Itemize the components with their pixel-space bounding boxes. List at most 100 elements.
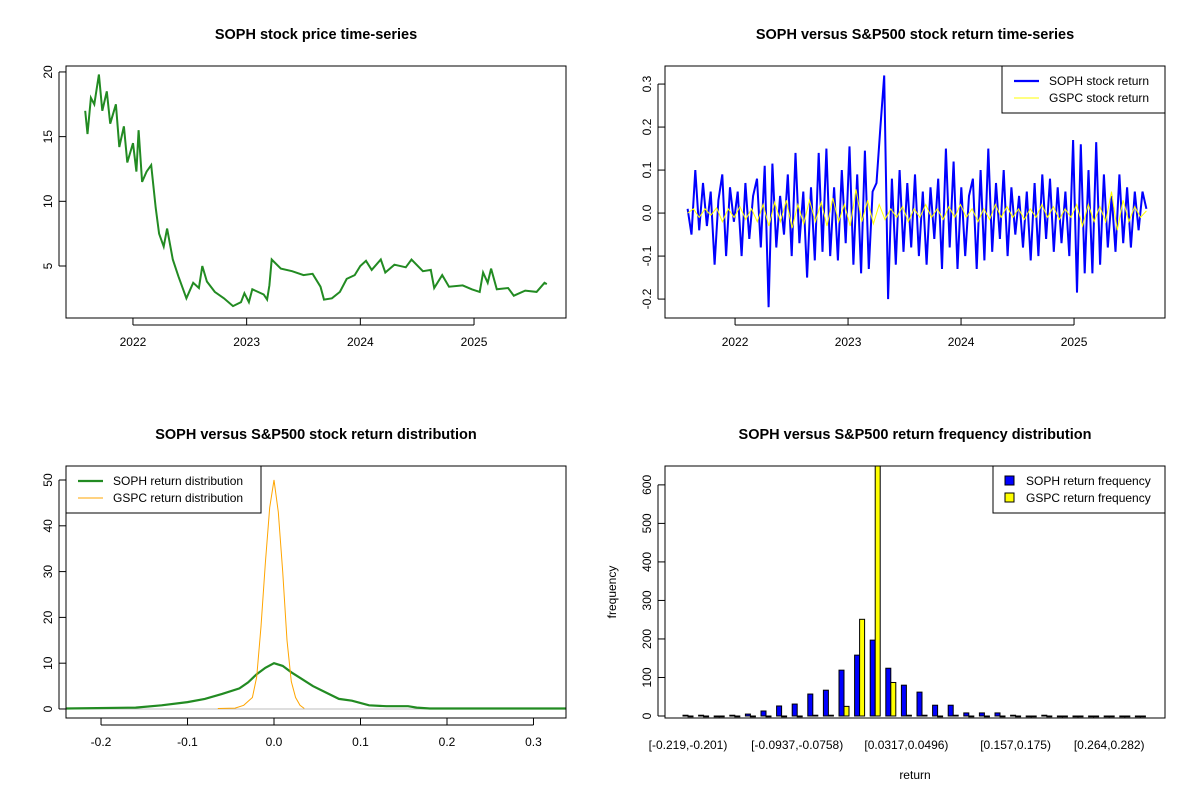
gspc-bar bbox=[968, 715, 975, 718]
x-tick-label: 0.0 bbox=[266, 735, 283, 749]
x-tick-label: [0.264,0.282) bbox=[1074, 738, 1145, 752]
gspc-bar bbox=[718, 715, 725, 718]
x-tick-label: 2023 bbox=[233, 335, 260, 349]
gspc-bar bbox=[765, 715, 772, 718]
chart-title: SOPH versus S&P500 return frequency dist… bbox=[739, 427, 1092, 443]
y-tick-label: 20 bbox=[41, 65, 55, 79]
y-tick-label: 600 bbox=[640, 475, 654, 495]
soph-bar bbox=[994, 712, 1001, 717]
gspc-bar bbox=[952, 714, 959, 717]
gspc-bar bbox=[1093, 715, 1100, 718]
soph-bar bbox=[713, 715, 720, 718]
soph-bar bbox=[791, 703, 798, 717]
legend-box bbox=[992, 465, 1166, 514]
x-tick-label: 0.1 bbox=[352, 735, 369, 749]
soph-bar bbox=[1025, 715, 1032, 718]
soph-bar bbox=[854, 654, 861, 717]
soph-return-line bbox=[686, 75, 1148, 308]
gspc-bar bbox=[827, 714, 834, 717]
y-tick-label: 400 bbox=[640, 552, 654, 572]
y-tick-label: 30 bbox=[41, 565, 55, 579]
soph-bar bbox=[776, 705, 783, 717]
gspc-bar bbox=[812, 714, 819, 717]
soph-bar bbox=[760, 710, 767, 717]
chart-title: SOPH stock price time-series bbox=[215, 27, 417, 43]
soph-bar bbox=[822, 689, 829, 717]
soph-bar bbox=[963, 712, 970, 717]
x-tick-label: 2022 bbox=[722, 335, 749, 349]
legend-box bbox=[1001, 65, 1166, 114]
panel-3: SOPH versus S&P500 stock return distribu… bbox=[41, 427, 567, 749]
soph-bar bbox=[838, 669, 845, 717]
gspc-bar bbox=[905, 714, 912, 717]
soph-bar bbox=[1041, 714, 1048, 717]
gspc-bar bbox=[1046, 715, 1053, 718]
plot-frame bbox=[664, 465, 1166, 719]
legend-label: GSPC stock return bbox=[1049, 91, 1149, 105]
gspc-bar bbox=[1108, 715, 1115, 718]
legend: SOPH return frequency GSPC return frequen… bbox=[992, 465, 1166, 514]
gspc-bar bbox=[1015, 715, 1022, 718]
soph-bar bbox=[1119, 715, 1126, 718]
x-tick-label: 2024 bbox=[948, 335, 975, 349]
panel-1: SOPH stock price time-series 5 10 15 20 2022 2… bbox=[41, 27, 567, 349]
x-tick-label: 2024 bbox=[347, 335, 374, 349]
soph-bar bbox=[1103, 715, 1110, 718]
soph-bar bbox=[932, 704, 939, 717]
legend-label: SOPH return distribution bbox=[113, 474, 243, 488]
x-tick-label: 2025 bbox=[461, 335, 488, 349]
plot-frame bbox=[664, 65, 1166, 319]
gspc-bar bbox=[1124, 715, 1131, 718]
y-tick-label: 0 bbox=[41, 705, 55, 712]
soph-bar bbox=[1072, 715, 1079, 718]
gspc-bar bbox=[1061, 715, 1068, 718]
gspc-bar bbox=[937, 715, 944, 718]
gspc-bar bbox=[843, 705, 850, 717]
plot-frame bbox=[65, 465, 567, 719]
soph-bar bbox=[885, 667, 892, 717]
price-line bbox=[84, 74, 548, 308]
soph-bar bbox=[947, 704, 954, 717]
y-tick-label: 300 bbox=[640, 590, 654, 610]
y-tick-label: 5 bbox=[41, 262, 55, 269]
panel-4: SOPH versus S&P500 return frequency dist… bbox=[605, 427, 1166, 782]
gspc-bar bbox=[921, 714, 928, 717]
gspc-bar bbox=[687, 715, 694, 718]
y-tick-label: 500 bbox=[640, 513, 654, 533]
x-tick-label: 2023 bbox=[835, 335, 862, 349]
soph-bar bbox=[729, 714, 736, 717]
plot-area bbox=[65, 479, 566, 710]
x-tick-label: -0.2 bbox=[91, 735, 112, 749]
gspc-bar bbox=[874, 465, 881, 717]
y-tick-label: 40 bbox=[41, 519, 55, 533]
soph-bar bbox=[1088, 715, 1095, 718]
plot-frame bbox=[65, 65, 567, 319]
panel-2: SOPH versus S&P500 stock return time-ser… bbox=[640, 27, 1166, 349]
x-tick-label: 2025 bbox=[1061, 335, 1088, 349]
gspc-bar bbox=[1139, 715, 1146, 718]
y-tick-label: 100 bbox=[640, 667, 654, 687]
gspc-bar bbox=[781, 715, 788, 718]
x-tick-label: -0.1 bbox=[177, 735, 198, 749]
x-tick-label: 0.2 bbox=[439, 735, 456, 749]
x-tick-label: [-0.0937,-0.0758) bbox=[751, 738, 843, 752]
plot-area bbox=[84, 74, 548, 308]
y-tick-label: 20 bbox=[41, 610, 55, 624]
legend-swatch bbox=[1004, 475, 1015, 486]
legend-swatch bbox=[1004, 492, 1015, 503]
soph-bar bbox=[1010, 714, 1017, 717]
chart-title: SOPH versus S&P500 stock return distribu… bbox=[155, 427, 477, 443]
soph-bar bbox=[978, 712, 985, 717]
gspc-bar bbox=[983, 715, 990, 718]
x-tick-label: 0.3 bbox=[525, 735, 542, 749]
y-tick-label: -0.1 bbox=[640, 245, 654, 266]
soph-bar bbox=[869, 639, 876, 717]
gspc-density-line bbox=[217, 479, 305, 709]
gspc-return-line bbox=[687, 189, 1147, 231]
gspc-bar bbox=[703, 715, 710, 718]
gspc-bar bbox=[859, 618, 866, 717]
y-tick-label: 0.2 bbox=[640, 118, 654, 135]
soph-bar bbox=[900, 684, 907, 717]
soph-density-line bbox=[65, 662, 566, 710]
